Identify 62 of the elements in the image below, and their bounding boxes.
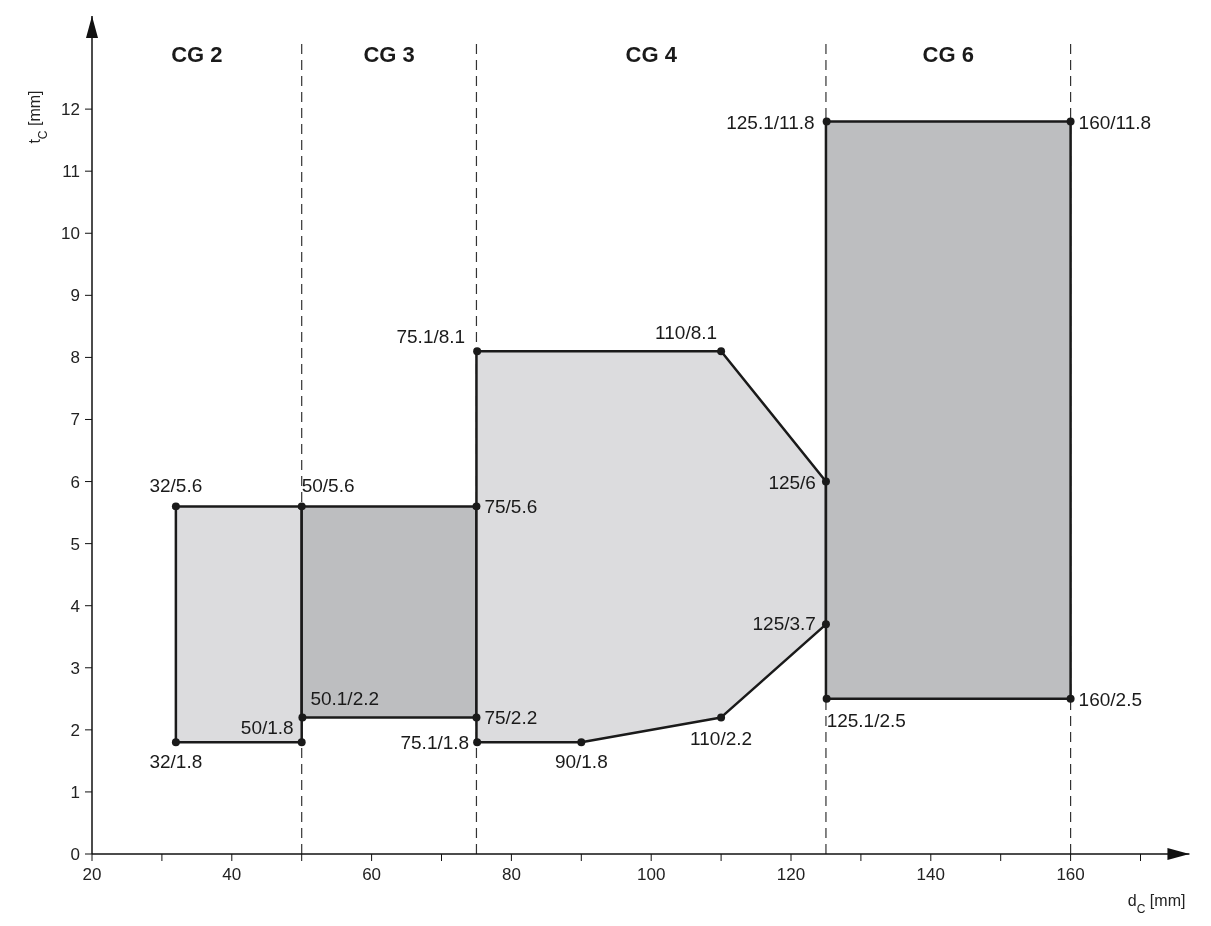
y-tick-label: 8 — [70, 348, 80, 368]
y-tick-label: 12 — [61, 100, 80, 120]
data-label: 110/2.2 — [690, 728, 753, 750]
x-tick-label: 20 — [82, 865, 102, 884]
data-label: 125/3.7 — [752, 613, 816, 635]
annotation: CG 4 — [625, 42, 678, 67]
point — [717, 713, 726, 722]
y-tick-label: 0 — [70, 845, 80, 864]
point — [1066, 694, 1075, 703]
data-label: 110/8.1 — [655, 322, 718, 344]
x-tick-label: 80 — [501, 865, 521, 884]
data-label: 160/11.8 — [1078, 111, 1152, 133]
point — [577, 738, 586, 747]
data-label: 75/5.6 — [484, 496, 538, 518]
point — [821, 620, 830, 629]
data-label: 75/2.2 — [484, 707, 538, 729]
point — [298, 713, 307, 722]
y-tick-label: 2 — [70, 720, 80, 740]
data-label: 125.1/2.5 — [826, 709, 906, 731]
data-label: 75.1/1.8 — [400, 732, 470, 754]
x-tick-label: 160 — [1056, 865, 1085, 884]
x-tick-label: 40 — [222, 865, 242, 884]
y-tick-label: 11 — [62, 162, 80, 182]
y-tick-label: 4 — [70, 596, 80, 616]
y-tick-label: 6 — [70, 472, 80, 492]
data-label: 50/1.8 — [240, 717, 294, 739]
point — [473, 738, 482, 747]
annotation: CG 6 — [922, 42, 974, 67]
data-label: 125.1/11.8 — [726, 111, 815, 133]
point — [473, 347, 482, 356]
annotation: CG 3 — [363, 42, 415, 67]
x-tick-label: 120 — [776, 865, 806, 884]
y-tick-label: 9 — [70, 286, 80, 306]
point — [821, 477, 830, 486]
point — [171, 738, 180, 747]
x-tick-label: 100 — [637, 865, 666, 884]
data-label: 125/6 — [768, 471, 816, 493]
data-label: 160/2.5 — [1078, 688, 1143, 710]
y-tick-label: 10 — [61, 224, 80, 244]
point — [472, 713, 481, 722]
x-tick-label: 60 — [362, 865, 382, 884]
y-tick-label: 7 — [70, 410, 80, 430]
point — [717, 347, 726, 356]
point — [171, 502, 180, 511]
y-tick-label: 5 — [70, 534, 80, 554]
point — [297, 738, 306, 747]
annotation: CG 2 — [171, 42, 223, 67]
point — [822, 117, 831, 126]
x-axis-title: d$_{C}$ [mm] — [1127, 892, 1186, 916]
x-tick-label: 140 — [916, 865, 945, 884]
point — [1066, 117, 1075, 126]
y-tick-label: 1 — [70, 782, 80, 802]
y-tick-label: 3 — [70, 658, 80, 678]
point — [472, 502, 481, 511]
data-label: 90/1.8 — [554, 751, 608, 773]
point — [822, 694, 831, 703]
data-label: 50/5.6 — [301, 475, 355, 497]
data-label: 32/5.6 — [149, 475, 203, 497]
data-label: 75.1/8.1 — [396, 326, 466, 348]
data-label: 32/1.8 — [149, 751, 203, 773]
data-label: 50.1/2.2 — [310, 688, 380, 710]
point — [297, 502, 306, 511]
